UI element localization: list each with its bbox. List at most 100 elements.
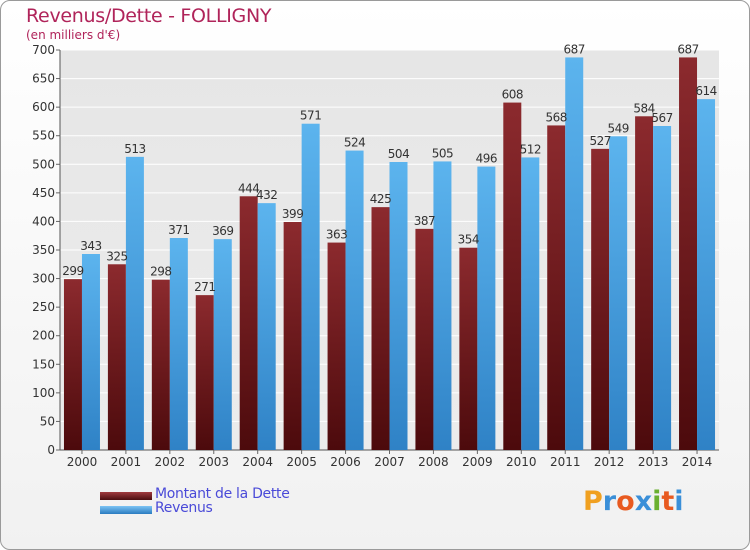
bar-revenus bbox=[301, 123, 320, 450]
bar-revenus bbox=[125, 156, 144, 450]
bar-dette bbox=[635, 116, 654, 451]
data-label-dette: 354 bbox=[458, 233, 479, 247]
bar-revenus bbox=[653, 126, 672, 450]
data-label-revenus: 504 bbox=[388, 147, 409, 161]
x-tick-label: 2011 bbox=[550, 455, 581, 469]
bar-dette bbox=[591, 148, 610, 450]
data-label-dette: 527 bbox=[589, 134, 610, 148]
bar-dette bbox=[679, 57, 698, 451]
data-label-dette: 298 bbox=[150, 265, 171, 279]
y-tick-label: 0 bbox=[47, 443, 55, 457]
x-tick-label: 2000 bbox=[67, 455, 98, 469]
bar-revenus bbox=[81, 254, 100, 450]
data-label-dette: 425 bbox=[370, 192, 391, 206]
data-label-dette: 687 bbox=[677, 42, 698, 56]
proxiti-logo: Proxiti bbox=[583, 486, 684, 517]
bar-revenus bbox=[521, 157, 540, 450]
bar-dette bbox=[283, 222, 302, 450]
data-label-revenus: 571 bbox=[300, 109, 321, 123]
legend-label-dette: Montant de la Dette bbox=[155, 486, 290, 502]
logo-letter: i bbox=[674, 486, 684, 517]
bar-dette bbox=[371, 207, 390, 450]
x-tick-label: 2004 bbox=[242, 455, 273, 469]
bar-dette bbox=[459, 247, 478, 450]
x-tick-label: 2012 bbox=[594, 455, 625, 469]
y-tick-label: 600 bbox=[32, 100, 55, 114]
data-label-dette: 271 bbox=[194, 280, 215, 294]
data-label-dette: 363 bbox=[326, 228, 347, 242]
bar-dette bbox=[415, 228, 434, 450]
data-label-revenus: 513 bbox=[124, 142, 145, 156]
bar-revenus bbox=[477, 166, 496, 451]
x-tick-label: 2001 bbox=[111, 455, 142, 469]
logo-letter: i bbox=[652, 486, 662, 517]
bar-dette bbox=[195, 295, 214, 450]
y-tick-label: 150 bbox=[32, 357, 55, 371]
y-tick-label: 300 bbox=[32, 272, 55, 286]
data-label-dette: 325 bbox=[106, 249, 127, 263]
x-tick-label: 2010 bbox=[506, 455, 537, 469]
x-tick-label: 2006 bbox=[330, 455, 361, 469]
data-label-dette: 399 bbox=[282, 207, 303, 221]
data-label-dette: 299 bbox=[62, 264, 83, 278]
x-tick-label: 2003 bbox=[198, 455, 229, 469]
logo-letter: t bbox=[661, 486, 675, 517]
data-label-revenus: 505 bbox=[432, 146, 453, 160]
data-label-revenus: 614 bbox=[695, 84, 716, 98]
x-tick-label: 2008 bbox=[418, 455, 449, 469]
y-tick-label: 250 bbox=[32, 300, 55, 314]
y-tick-label: 200 bbox=[32, 329, 55, 343]
logo-letter: P bbox=[583, 486, 603, 517]
bar-revenus bbox=[389, 162, 408, 450]
y-tick-label: 50 bbox=[40, 414, 55, 428]
legend-swatch-dette bbox=[100, 492, 152, 500]
data-label-revenus: 512 bbox=[520, 142, 541, 156]
logo-letter: o bbox=[616, 486, 635, 517]
data-label-revenus: 567 bbox=[651, 111, 672, 125]
data-label-dette: 568 bbox=[546, 110, 567, 124]
bar-dette bbox=[327, 242, 346, 450]
data-label-revenus: 369 bbox=[212, 224, 233, 238]
x-tick-label: 2014 bbox=[682, 455, 713, 469]
bar-revenus bbox=[213, 239, 232, 450]
bar-revenus bbox=[609, 136, 628, 451]
bar-dette bbox=[239, 196, 258, 450]
data-label-dette: 444 bbox=[238, 181, 259, 195]
bar-dette bbox=[547, 125, 566, 450]
bar-revenus bbox=[345, 150, 364, 451]
y-tick-label: 550 bbox=[32, 129, 55, 143]
bar-dette bbox=[63, 279, 82, 450]
bar-dette bbox=[151, 279, 170, 450]
bar-revenus bbox=[433, 161, 452, 450]
y-tick-label: 100 bbox=[32, 386, 55, 400]
y-tick-label: 350 bbox=[32, 243, 55, 257]
bar-revenus bbox=[697, 99, 716, 451]
x-tick-label: 2005 bbox=[286, 455, 317, 469]
data-label-dette: 387 bbox=[414, 214, 435, 228]
data-label-revenus: 549 bbox=[607, 121, 628, 135]
data-label-dette: 584 bbox=[633, 101, 654, 115]
x-tick-label: 2002 bbox=[155, 455, 186, 469]
bar-revenus bbox=[257, 203, 276, 450]
legend-label-revenus: Revenus bbox=[155, 500, 213, 516]
logo-letter: x bbox=[634, 486, 653, 517]
bar-revenus bbox=[565, 57, 584, 451]
x-tick-label: 2013 bbox=[638, 455, 669, 469]
y-tick-label: 500 bbox=[32, 157, 55, 171]
y-tick-label: 700 bbox=[32, 43, 55, 57]
data-label-revenus: 687 bbox=[564, 42, 585, 56]
y-tick-label: 400 bbox=[32, 214, 55, 228]
data-label-revenus: 371 bbox=[168, 223, 189, 237]
data-label-revenus: 496 bbox=[476, 152, 497, 166]
data-label-dette: 608 bbox=[502, 88, 523, 102]
chart-subtitle: (en milliers d'€) bbox=[26, 28, 121, 42]
bar-revenus bbox=[169, 238, 188, 450]
chart-title: Revenus/Dette - FOLLIGNY bbox=[26, 5, 272, 27]
bar-dette bbox=[503, 102, 522, 451]
logo-letter: r bbox=[602, 486, 617, 517]
data-label-revenus: 343 bbox=[80, 239, 101, 253]
data-label-revenus: 524 bbox=[344, 136, 365, 150]
data-label-revenus: 432 bbox=[256, 188, 277, 202]
y-tick-label: 650 bbox=[32, 72, 55, 86]
